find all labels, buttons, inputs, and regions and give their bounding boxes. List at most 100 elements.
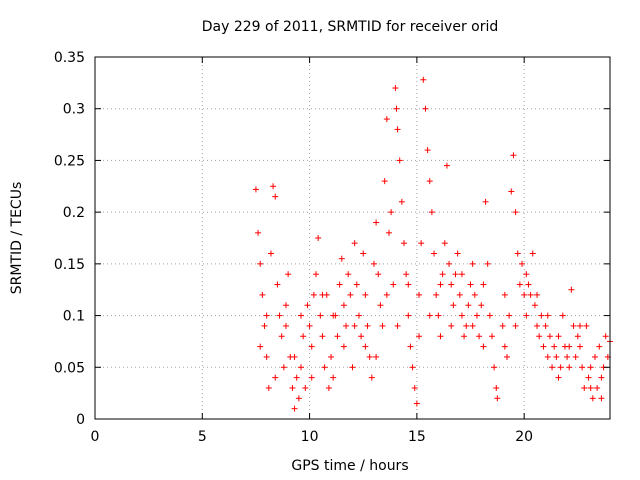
data-point: [501, 343, 508, 350]
data-point: [443, 162, 450, 169]
data-point: [377, 302, 384, 309]
data-point: [426, 312, 433, 319]
y-tick-label: 0.35: [54, 50, 85, 66]
data-point: [424, 147, 431, 154]
data-point: [476, 333, 483, 340]
data-point: [366, 353, 373, 360]
data-point: [343, 322, 350, 329]
data-point: [362, 291, 369, 298]
data-point: [338, 255, 345, 262]
data-point: [375, 271, 382, 278]
data-point: [576, 343, 583, 350]
data-point: [461, 333, 468, 340]
y-tick-label: 0.25: [54, 153, 85, 169]
data-point: [295, 395, 302, 402]
data-point: [598, 374, 605, 381]
data-point: [564, 353, 571, 360]
data-point: [454, 250, 461, 257]
data-point: [340, 343, 347, 350]
data-point: [360, 250, 367, 257]
data-point: [579, 364, 586, 371]
data-point: [422, 105, 429, 112]
data-point: [486, 312, 493, 319]
data-point: [531, 302, 538, 309]
data-point: [362, 343, 369, 350]
x-tick-label: 20: [515, 429, 533, 445]
data-point: [396, 157, 403, 164]
data-point: [458, 312, 465, 319]
data-point: [381, 178, 388, 185]
data-point: [418, 240, 425, 247]
data-point: [310, 291, 317, 298]
data-point: [534, 291, 541, 298]
data-point: [555, 333, 562, 340]
data-point: [540, 343, 547, 350]
data-point: [383, 291, 390, 298]
data-point: [448, 322, 455, 329]
data-point: [336, 281, 343, 288]
data-point: [482, 198, 489, 205]
data-point: [469, 260, 476, 267]
data-point: [388, 209, 395, 216]
data-point: [325, 384, 332, 391]
data-point: [289, 384, 296, 391]
data-point: [390, 281, 397, 288]
data-point: [416, 333, 423, 340]
x-tick-label: 0: [91, 429, 100, 445]
data-point: [272, 374, 279, 381]
data-point: [285, 271, 292, 278]
data-point: [484, 260, 491, 267]
y-axis-label: SRMTID / TECUs: [9, 182, 25, 295]
data-point: [437, 281, 444, 288]
data-point: [534, 322, 541, 329]
data-point: [293, 374, 300, 381]
data-point: [426, 178, 433, 185]
data-point: [328, 353, 335, 360]
data-point: [274, 281, 281, 288]
y-tick-label: 0: [76, 412, 85, 428]
data-point: [313, 271, 320, 278]
data-point: [416, 291, 423, 298]
y-tick-label: 0.1: [63, 309, 85, 325]
data-point: [383, 116, 390, 123]
data-point: [467, 281, 474, 288]
data-point: [553, 353, 560, 360]
data-point: [263, 312, 270, 319]
data-point: [598, 395, 605, 402]
data-point: [302, 384, 309, 391]
data-point: [555, 374, 562, 381]
data-point: [506, 312, 513, 319]
data-point: [583, 322, 590, 329]
y-tick-label: 0.15: [54, 257, 85, 273]
data-point: [308, 343, 315, 350]
data-point: [265, 384, 272, 391]
data-point: [452, 271, 459, 278]
plot-frame: [94, 56, 611, 420]
data-point: [431, 250, 438, 257]
data-point: [351, 322, 358, 329]
data-point: [340, 302, 347, 309]
data-point: [411, 384, 418, 391]
y-tick-label: 0.3: [63, 102, 85, 118]
data-point: [255, 229, 262, 236]
data-point: [544, 353, 551, 360]
data-point: [405, 312, 412, 319]
y-tick-label: 0.05: [54, 360, 85, 376]
data-point: [403, 271, 410, 278]
data-point: [514, 250, 521, 257]
data-point: [448, 281, 455, 288]
y-tick-label: 0.2: [63, 205, 85, 221]
data-point: [291, 353, 298, 360]
data-point: [413, 400, 420, 407]
data-point: [428, 209, 435, 216]
data-point: [551, 343, 558, 350]
data-point: [321, 364, 328, 371]
data-point: [364, 322, 371, 329]
data-point: [596, 343, 603, 350]
data-point: [300, 333, 307, 340]
data-point: [508, 188, 515, 195]
data-point: [398, 198, 405, 205]
data-point: [282, 322, 289, 329]
